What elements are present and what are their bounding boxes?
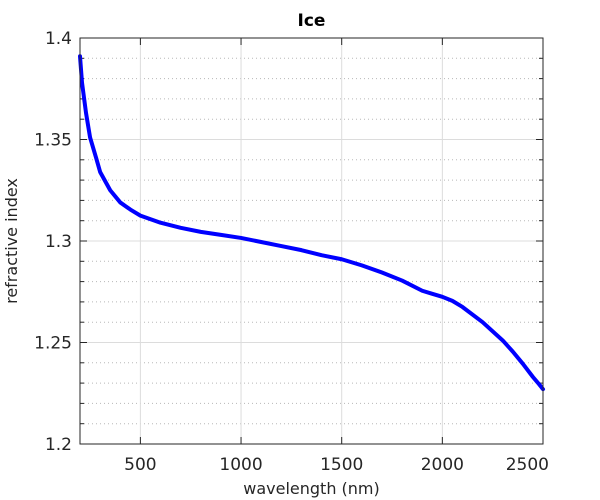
series-line	[78, 54, 545, 392]
y-tick-label: 1.25	[34, 334, 72, 354]
x-tick-label: 1500	[320, 455, 363, 475]
y-tick-label: 1.3	[45, 232, 72, 252]
y-tick-label: 1.2	[45, 435, 72, 455]
plot-frame	[79, 37, 544, 445]
y-tick-label: 1.4	[45, 29, 72, 49]
x-tick-label: 500	[124, 455, 156, 475]
x-tick-labels: 500 1000 1500 2000 2500	[124, 455, 549, 475]
chart-title: Ice	[298, 11, 326, 31]
y-axis-title: refractive index	[2, 178, 21, 304]
x-tick-label: 2500	[506, 455, 549, 475]
y-tick-label: 1.35	[34, 131, 72, 151]
series-layer	[78, 54, 545, 392]
x-tick-label: 1000	[219, 455, 262, 475]
x-axis-title: wavelength (nm)	[243, 479, 380, 498]
x-tick-label: 2000	[421, 455, 464, 475]
y-tick-labels: 1.2 1.25 1.3 1.35 1.4	[34, 29, 72, 455]
